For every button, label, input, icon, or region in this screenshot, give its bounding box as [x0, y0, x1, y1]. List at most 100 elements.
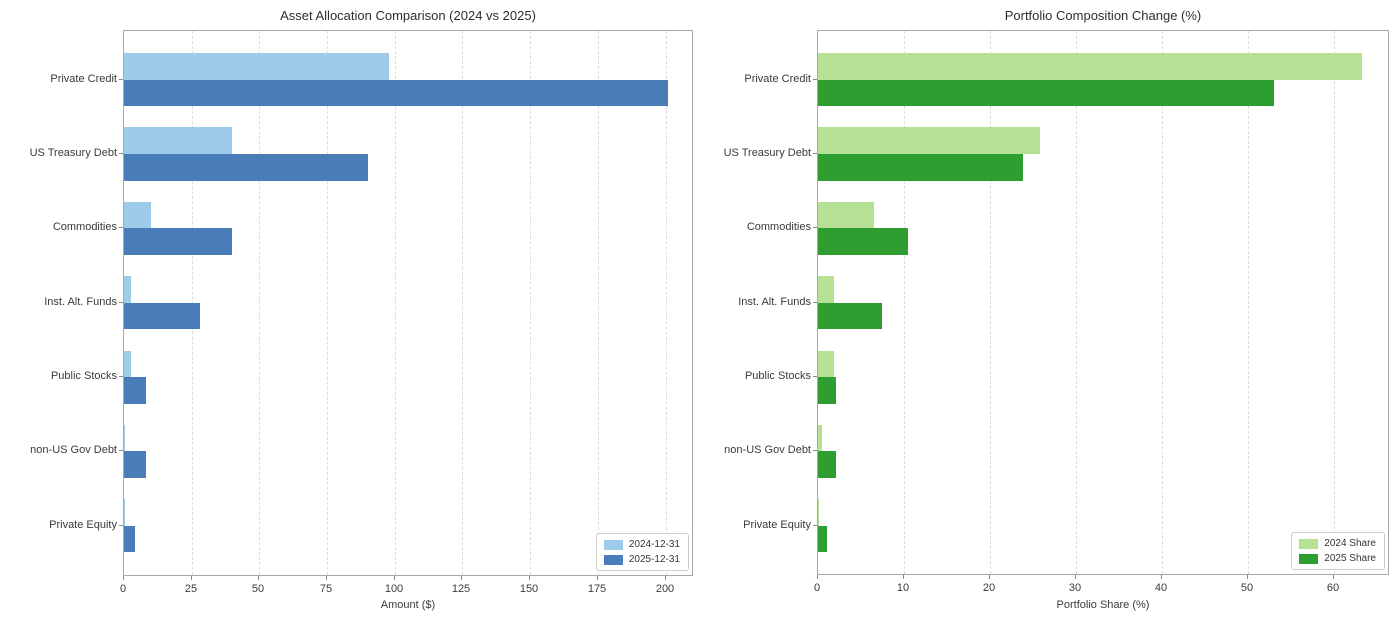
x-tick-label: 40 — [1154, 582, 1168, 594]
bar-2025-12-31 — [124, 79, 669, 107]
y-tick-mark — [813, 227, 817, 229]
bar-2025-12-31 — [124, 451, 146, 479]
y-category-label: Inst. Alt. Funds — [44, 295, 117, 308]
bar-2025-share — [818, 377, 837, 404]
gridline — [598, 31, 599, 575]
legend-label: 2025-12-31 — [628, 554, 680, 565]
y-tick-mark — [813, 524, 817, 526]
chart-title-left: Asset Allocation Comparison (2024 vs 202… — [280, 8, 536, 23]
x-tick-mark — [258, 576, 259, 580]
gridline — [462, 31, 463, 575]
bar-2025-share — [818, 154, 1023, 181]
y-category-label: Public Stocks — [50, 370, 117, 383]
y-category-label: US Treasury Debt — [29, 147, 117, 160]
bar-2024-12-31 — [124, 276, 132, 303]
y-tick-mark — [119, 153, 123, 155]
bar-2025-share — [818, 79, 1274, 107]
bar-2025-share — [818, 228, 909, 255]
x-tick-mark — [817, 575, 818, 579]
bar-2025-12-31 — [124, 228, 233, 255]
x-axis-label-right: Portfolio Share (%) — [1056, 599, 1150, 611]
x-tick-mark — [191, 576, 192, 580]
y-category-label: US Treasury Debt — [723, 147, 811, 160]
legend: 2024-12-31 2025-12-31 — [595, 533, 689, 571]
y-category-label: non-US Gov Debt — [30, 444, 117, 457]
x-tick-mark — [461, 576, 462, 580]
x-tick-label: 50 — [1240, 582, 1254, 594]
y-category-label: Commodities — [746, 221, 811, 234]
bar-2024-share — [818, 201, 874, 229]
x-tick-mark — [597, 576, 598, 580]
y-tick-mark — [119, 450, 123, 452]
x-tick-label: 200 — [655, 583, 675, 595]
bar-2025-12-31 — [124, 154, 368, 181]
x-tick-mark — [394, 576, 395, 580]
bar-2024-share — [818, 350, 835, 378]
legend: 2024 Share 2025 Share — [1291, 532, 1385, 570]
y-tick-mark — [119, 524, 123, 526]
legend-swatch-icon — [1299, 538, 1319, 549]
x-tick-label: 75 — [319, 583, 333, 595]
legend-swatch-icon — [603, 539, 623, 550]
x-tick-mark — [1161, 575, 1162, 579]
legend-item: 2025 Share — [1299, 553, 1376, 564]
x-tick-mark — [1247, 575, 1248, 579]
x-tick-mark — [1075, 575, 1076, 579]
x-tick-mark — [903, 575, 904, 579]
chart-title-right: Portfolio Composition Change (%) — [1004, 8, 1202, 23]
bar-2024-12-31 — [124, 53, 390, 80]
bar-2024-share — [818, 424, 823, 452]
y-category-label: Commodities — [52, 221, 117, 234]
y-category-label: Private Credit — [50, 72, 117, 85]
x-tick-mark — [123, 576, 124, 580]
gridline — [666, 31, 667, 575]
legend-item: 2024-12-31 — [603, 539, 680, 550]
y-category-label: non-US Gov Debt — [724, 444, 811, 457]
x-tick-label: 60 — [1326, 582, 1340, 594]
bar-2024-12-31 — [124, 424, 126, 452]
legend-label: 2025 Share — [1324, 553, 1376, 564]
gridline — [1076, 31, 1077, 574]
plot-area-portfolio-composition: 2024 Share 2025 Share — [817, 30, 1389, 575]
legend-label: 2024 Share — [1324, 538, 1376, 549]
gridline — [1248, 31, 1249, 574]
bar-2024-12-31 — [124, 350, 132, 378]
gridline — [530, 31, 531, 575]
y-tick-mark — [813, 450, 817, 452]
bar-2024-12-31 — [124, 127, 233, 155]
y-tick-mark — [813, 376, 817, 378]
x-tick-label: 30 — [1068, 582, 1082, 594]
legend-swatch-icon — [1299, 553, 1319, 564]
bar-2024-share — [818, 53, 1363, 80]
legend-label: 2024-12-31 — [628, 539, 680, 550]
gridline — [259, 31, 260, 575]
bar-2025-share — [818, 525, 828, 553]
bar-2025-share — [818, 302, 882, 330]
legend-swatch-icon — [603, 554, 623, 565]
x-tick-mark — [326, 576, 327, 580]
x-tick-mark — [529, 576, 530, 580]
bar-2024-share — [818, 499, 819, 526]
x-tick-label: 150 — [519, 583, 539, 595]
y-category-label: Private Equity — [49, 518, 117, 531]
bar-2025-12-31 — [124, 302, 200, 330]
legend-item: 2024 Share — [1299, 538, 1376, 549]
x-tick-mark — [665, 576, 666, 580]
x-tick-label: 175 — [587, 583, 607, 595]
x-tick-mark — [989, 575, 990, 579]
y-tick-mark — [813, 301, 817, 303]
x-tick-label: 20 — [982, 582, 996, 594]
gridline — [395, 31, 396, 575]
bar-2024-12-31 — [124, 201, 152, 229]
x-axis-label-left: Amount ($) — [380, 599, 436, 611]
plot-area-asset-allocation: 2024-12-31 2025-12-31 — [123, 30, 693, 576]
x-tick-label: 0 — [813, 582, 821, 594]
x-tick-label: 50 — [251, 583, 265, 595]
y-tick-mark — [119, 376, 123, 378]
gridline — [327, 31, 328, 575]
bar-2025-12-31 — [124, 525, 135, 553]
y-category-label: Public Stocks — [744, 370, 811, 383]
x-tick-label: 125 — [451, 583, 471, 595]
y-category-label: Inst. Alt. Funds — [738, 295, 811, 308]
